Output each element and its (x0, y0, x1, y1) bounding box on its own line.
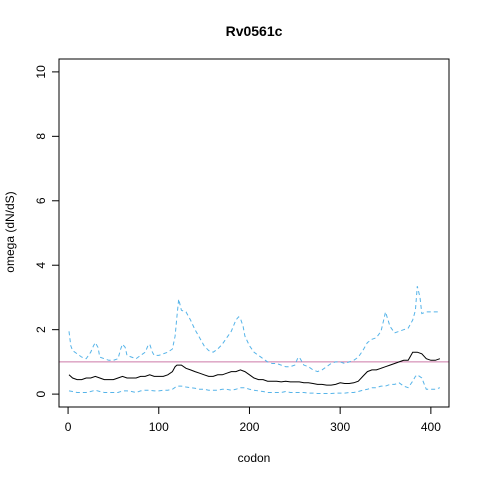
plot-area (59, 286, 449, 394)
y-axis-label: omega (dN/dS) (3, 191, 17, 272)
y-axis: 0 2 4 6 8 10 (34, 65, 60, 397)
series-line-upper (68, 286, 440, 373)
x-tick-label: 100 (149, 420, 169, 434)
x-tick-label: 200 (239, 420, 259, 434)
x-axis-label: codon (238, 451, 271, 465)
y-tick-label: 2 (34, 326, 48, 333)
y-tick-label: 6 (34, 197, 48, 204)
series-line-mean (68, 351, 441, 386)
y-tick-label: 0 (34, 390, 48, 397)
y-tick-label: 4 (34, 262, 48, 269)
y-tick-label: 8 (34, 133, 48, 140)
chart-title: Rv0561c (226, 23, 283, 39)
x-tick-label: 400 (421, 420, 441, 434)
plot-frame (58, 58, 450, 408)
y-tick-label: 10 (34, 65, 48, 79)
x-tick-label: 300 (330, 420, 350, 434)
x-tick-label: 0 (65, 420, 72, 434)
x-axis: 0 100 200 300 400 (65, 406, 441, 434)
series-line-lower (68, 374, 441, 394)
